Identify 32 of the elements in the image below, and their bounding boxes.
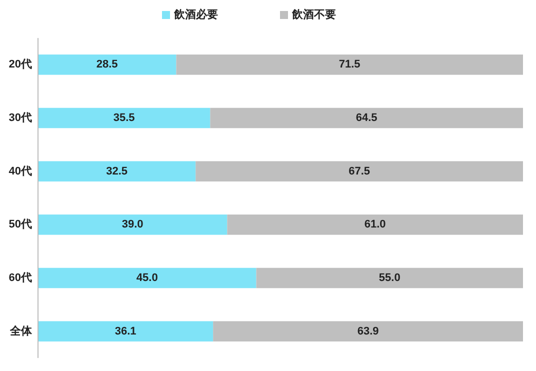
data-label: 67.5 — [348, 165, 370, 178]
bar — [38, 268, 256, 288]
bar — [196, 161, 523, 182]
bar — [38, 108, 210, 128]
data-label: 63.9 — [357, 325, 379, 338]
data-label: 64.5 — [356, 112, 378, 124]
data-label: 55.0 — [378, 272, 400, 284]
bar — [38, 214, 228, 235]
data-label: 61.0 — [364, 218, 386, 231]
y-tick-label: 30代 — [8, 112, 32, 124]
data-label: 36.1 — [114, 325, 136, 338]
data-label: 28.5 — [96, 58, 118, 71]
legend-label: 飲酒不要 — [291, 8, 336, 21]
y-tick-label: 50代 — [8, 218, 32, 231]
bar — [256, 268, 523, 288]
data-label: 45.0 — [136, 272, 158, 284]
bar — [227, 214, 523, 235]
data-label: 35.5 — [113, 112, 135, 124]
bar — [38, 321, 214, 342]
bar — [38, 54, 176, 75]
data-label: 39.0 — [122, 218, 144, 231]
data-label: 32.5 — [106, 165, 128, 178]
y-tick-label: 20代 — [8, 58, 32, 71]
bar — [210, 108, 523, 128]
y-tick-label: 全体 — [9, 324, 33, 338]
data-label: 71.5 — [338, 58, 360, 71]
legend-label: 飲酒必要 — [173, 8, 218, 21]
bar — [176, 54, 523, 75]
bar — [213, 321, 523, 342]
bar — [38, 161, 196, 182]
y-tick-label: 60代 — [8, 272, 32, 284]
y-tick-label: 40代 — [8, 165, 32, 178]
